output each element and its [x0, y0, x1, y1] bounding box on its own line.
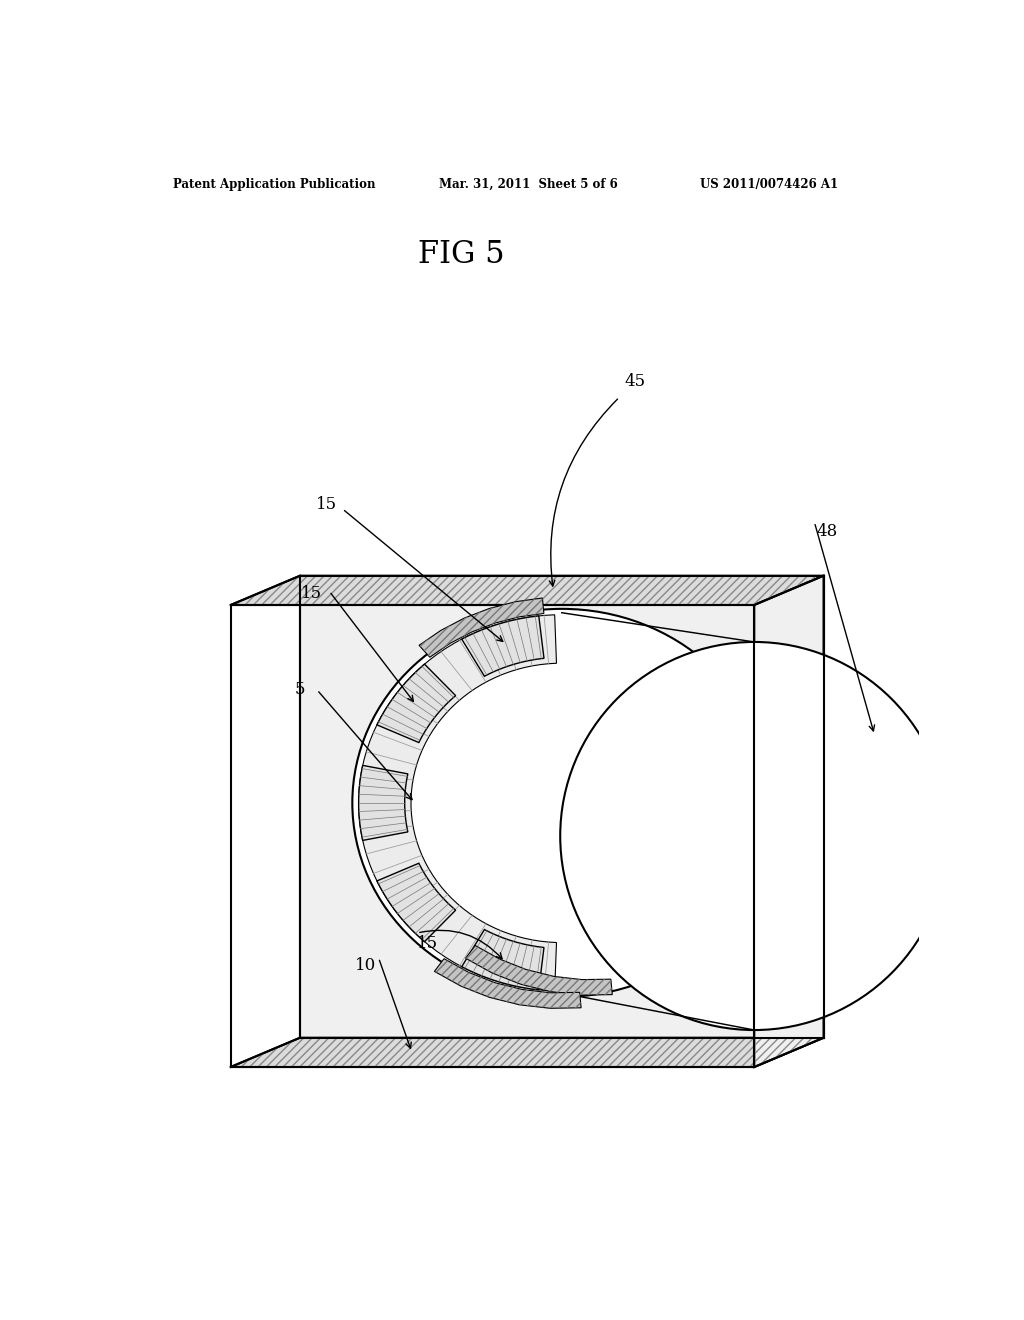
Polygon shape	[462, 616, 544, 676]
Text: FIG 5: FIG 5	[419, 239, 505, 271]
Circle shape	[560, 642, 948, 1030]
Polygon shape	[230, 576, 823, 605]
Text: 5: 5	[295, 681, 305, 698]
Polygon shape	[419, 598, 544, 657]
Polygon shape	[377, 664, 456, 743]
Polygon shape	[755, 576, 823, 1067]
Text: 48: 48	[817, 523, 838, 540]
Polygon shape	[300, 576, 823, 1038]
Text: Mar. 31, 2011  Sheet 5 of 6: Mar. 31, 2011 Sheet 5 of 6	[438, 178, 617, 190]
Text: 15: 15	[316, 496, 338, 513]
Polygon shape	[377, 863, 456, 941]
Text: 15: 15	[417, 936, 437, 952]
Polygon shape	[434, 958, 581, 1008]
Polygon shape	[462, 929, 544, 990]
Text: Patent Application Publication: Patent Application Publication	[173, 178, 376, 190]
Text: US 2011/0074426 A1: US 2011/0074426 A1	[700, 178, 839, 190]
Polygon shape	[358, 615, 556, 991]
Polygon shape	[358, 766, 408, 841]
Text: 45: 45	[625, 374, 645, 391]
Ellipse shape	[352, 609, 771, 997]
Text: 15: 15	[301, 585, 323, 602]
Polygon shape	[466, 945, 612, 995]
Polygon shape	[230, 1038, 823, 1067]
Text: 10: 10	[354, 957, 376, 974]
